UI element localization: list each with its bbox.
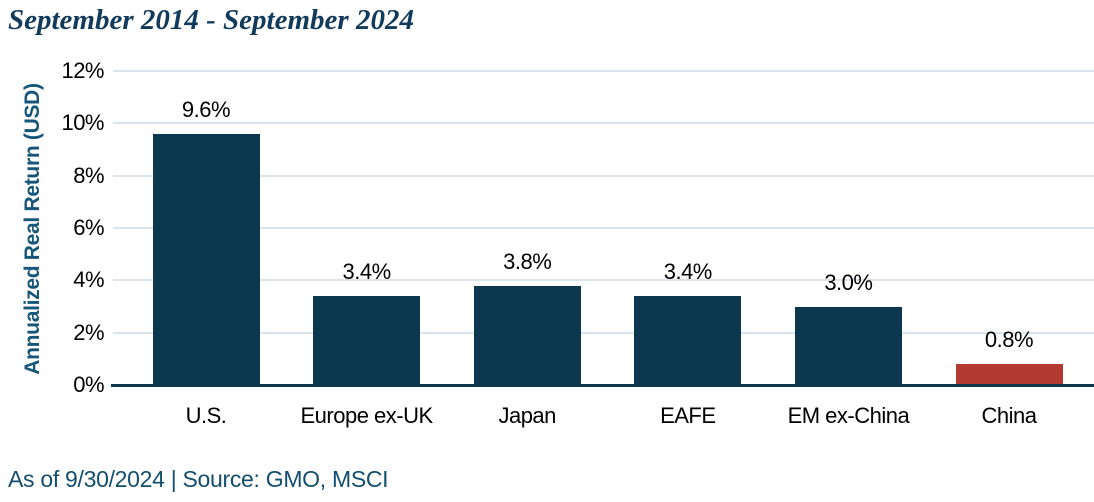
y-tick-4%: 4% <box>73 267 104 293</box>
x-axis-line <box>111 384 1094 387</box>
y-tick-8%: 8% <box>73 162 104 188</box>
value-label-europe-ex-uk: 3.4% <box>342 259 392 285</box>
gridline-8% <box>113 174 1094 177</box>
bar-eafe <box>634 296 742 385</box>
category-label-europe-ex-uk: Europe ex-UK <box>300 403 434 428</box>
bar-u-s <box>152 133 260 385</box>
source-note: As of 9/30/2024 | Source: GMO, MSCI <box>8 466 389 492</box>
gridline-4% <box>113 279 1094 282</box>
y-tick-2%: 2% <box>73 319 104 345</box>
y-tick-12%: 12% <box>61 58 104 83</box>
y-tick-10%: 10% <box>61 110 104 136</box>
gridline-12% <box>113 70 1094 72</box>
category-label-u-s: U.S. <box>185 403 227 428</box>
bar-europe-ex-uk <box>313 296 421 385</box>
category-label-em-ex-china: EM ex-China <box>787 403 910 428</box>
value-label-china: 0.8% <box>984 327 1034 353</box>
category-label-japan: Japan <box>498 403 556 428</box>
category-label-china: China <box>981 403 1037 428</box>
bar-china <box>955 364 1063 385</box>
y-tick-6%: 6% <box>73 215 104 240</box>
value-label-eafe: 3.4% <box>663 259 713 285</box>
gridline-6% <box>113 227 1094 229</box>
value-label-japan: 3.8% <box>503 248 552 274</box>
value-label-u-s: 9.6% <box>181 96 231 122</box>
category-label-eafe: EAFE <box>660 403 716 428</box>
bar-em-ex-china <box>794 306 902 385</box>
gridline-2% <box>113 331 1094 334</box>
gridline-10% <box>113 122 1094 125</box>
value-label-em-ex-china: 3.0% <box>824 269 873 295</box>
y-tick-0%: 0% <box>73 372 104 397</box>
chart-title: September 2014 - September 2024 <box>8 4 414 36</box>
bar-japan <box>473 285 581 385</box>
